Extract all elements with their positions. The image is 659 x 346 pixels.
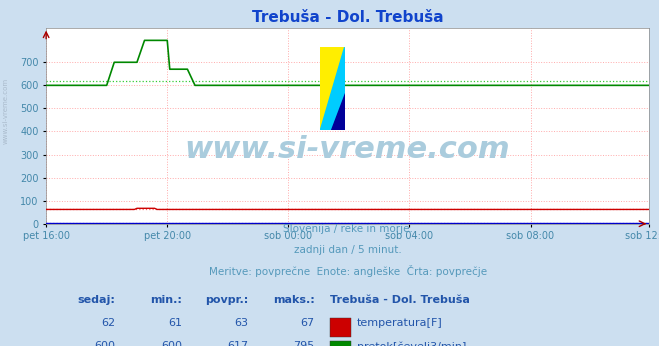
- Text: Slovenija / reke in morje.: Slovenija / reke in morje.: [283, 224, 413, 234]
- Text: pretok[čevelj3/min]: pretok[čevelj3/min]: [357, 342, 466, 346]
- Text: 63: 63: [234, 318, 248, 328]
- Text: temperatura[F]: temperatura[F]: [357, 318, 442, 328]
- Text: www.si-vreme.com: www.si-vreme.com: [185, 135, 511, 164]
- Bar: [330, 318, 351, 337]
- Text: zadnji dan / 5 minut.: zadnji dan / 5 minut.: [294, 245, 401, 255]
- Text: povpr.:: povpr.:: [205, 295, 248, 305]
- Text: 61: 61: [168, 318, 182, 328]
- Title: Trebuša - Dol. Trebuša: Trebuša - Dol. Trebuša: [252, 10, 444, 25]
- Text: 62: 62: [101, 318, 115, 328]
- Text: Trebuša - Dol. Trebuša: Trebuša - Dol. Trebuša: [330, 295, 469, 305]
- Text: sedaj:: sedaj:: [78, 295, 115, 305]
- Text: 600: 600: [161, 342, 182, 346]
- Text: 617: 617: [227, 342, 248, 346]
- Text: 67: 67: [301, 318, 314, 328]
- Text: www.si-vreme.com: www.si-vreme.com: [2, 78, 9, 144]
- Text: maks.:: maks.:: [273, 295, 314, 305]
- Bar: [330, 342, 351, 346]
- Text: 600: 600: [94, 342, 115, 346]
- Text: 795: 795: [293, 342, 314, 346]
- Text: min.:: min.:: [150, 295, 182, 305]
- Text: Meritve: povprečne  Enote: angleške  Črta: povprečje: Meritve: povprečne Enote: angleške Črta:…: [208, 265, 487, 277]
